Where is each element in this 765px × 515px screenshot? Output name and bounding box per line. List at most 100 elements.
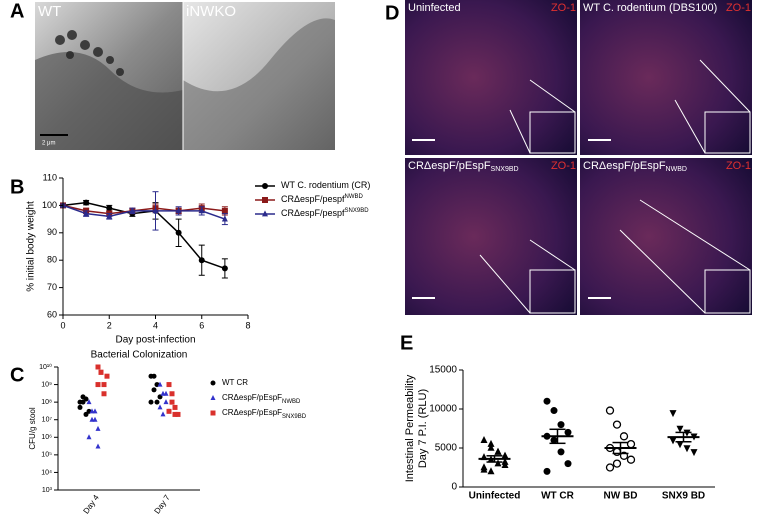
x-tick-label: 2: [107, 320, 112, 330]
data-point: [564, 428, 572, 436]
y-axis-label: Intestinal Permeability: [404, 374, 416, 482]
data-point: [494, 447, 502, 455]
y-tick-label: 10⁵: [41, 452, 52, 459]
legend-entry: CRΔespF/pespfNWBD: [281, 194, 364, 205]
data-point: [557, 448, 565, 456]
legend-entry: WT CR: [222, 378, 248, 387]
data-point: [89, 416, 95, 422]
data-point: [129, 207, 136, 214]
data-point: [550, 407, 558, 415]
data-point: [175, 207, 182, 214]
legend-text: WT CR: [222, 378, 248, 387]
legend-text: CRΔespF/pEspF: [222, 408, 282, 417]
legend-superscript: SNX9BD: [345, 208, 370, 214]
data-point: [487, 467, 495, 475]
data-point: [669, 437, 677, 445]
x-tick-label: 4: [153, 320, 158, 330]
y-tick-label: 10⁴: [41, 469, 52, 476]
legend-marker: [262, 197, 268, 203]
data-point: [101, 382, 107, 388]
legend-entry: CRΔespF/pEspFSNX9BD: [222, 408, 307, 419]
data-point: [683, 445, 691, 453]
x-tick-label: 8: [245, 320, 250, 330]
data-point: [148, 399, 154, 405]
data-point: [480, 465, 488, 473]
y-axis-label: CFU/g stool: [28, 407, 37, 449]
legend-text: CRΔespF/pespf: [281, 208, 345, 218]
data-point: [163, 399, 169, 405]
data-point: [198, 207, 205, 214]
legend-text: CRΔespF/pespf: [281, 194, 345, 204]
data-point: [175, 411, 181, 417]
data-point: [83, 210, 90, 217]
data-point: [564, 460, 572, 468]
series-line: [62, 204, 226, 220]
data-point: [487, 439, 495, 447]
data-point: [101, 391, 107, 397]
y-tick-label: 90: [47, 227, 57, 237]
data-point: [83, 199, 90, 206]
legend-marker: [210, 380, 216, 386]
data-point: [86, 434, 92, 440]
data-point: [104, 373, 110, 379]
y-tick-label: 5000: [435, 443, 458, 454]
data-point: [626, 455, 636, 464]
label-text: CRΔespF/pEspF: [583, 160, 666, 172]
x-tick-label: Uninfected: [469, 491, 521, 502]
panel-label: A: [10, 0, 24, 22]
data-point: [221, 215, 228, 222]
y-tick-label: 10⁸: [41, 399, 52, 406]
legend-subscript: NWBD: [282, 399, 301, 405]
micrograph-label: Uninfected: [408, 2, 461, 14]
data-point: [543, 467, 551, 475]
data-point: [612, 420, 622, 429]
data-point: [166, 382, 172, 388]
series-line: [62, 201, 226, 270]
y-axis-label: % initial body weight: [26, 201, 37, 292]
y-tick-label: 110: [43, 172, 57, 182]
micrograph-a: [35, 2, 335, 150]
panel-label: C: [10, 364, 24, 386]
data-point: [154, 399, 160, 405]
data-point: [83, 396, 89, 402]
legend-text: CRΔespF/pEspF: [222, 393, 282, 402]
data-point: [169, 399, 175, 405]
data-point: [157, 381, 163, 387]
data-point: [221, 207, 228, 214]
data-point: [494, 459, 502, 467]
x-tick-label: Day 4: [82, 493, 102, 515]
label-text: Uninfected: [408, 2, 461, 14]
legend-text: WT C. rodentium (CR): [281, 180, 370, 190]
data-point: [605, 463, 615, 472]
micrograph-label: CRΔespF/pEspFSNX9BD: [408, 160, 519, 173]
x-tick-label: NW BD: [604, 491, 638, 502]
panel-label: E: [400, 332, 413, 354]
data-point: [501, 457, 509, 465]
data-point: [550, 436, 558, 444]
data-point: [543, 397, 551, 405]
legend-superscript: NWBD: [345, 194, 364, 200]
x-axis-label: Day post-infection: [115, 335, 195, 346]
data-point: [151, 387, 157, 393]
micrograph-label: iNWKO: [186, 3, 236, 20]
y-tick-label: 100: [42, 200, 57, 210]
data-point: [92, 408, 98, 414]
x-tick-label: SNX9 BD: [662, 491, 705, 502]
data-point: [198, 257, 205, 264]
y-tick-label: 0: [451, 482, 457, 493]
chart-title: Bacterial Colonization: [91, 350, 188, 361]
data-point: [557, 421, 565, 429]
legend-entry: CRΔespF/pespfSNX9BD: [281, 208, 369, 219]
data-point: [690, 449, 698, 457]
data-point: [152, 207, 159, 214]
data-point: [626, 439, 636, 449]
x-tick-label: 6: [199, 320, 204, 330]
data-point: [605, 406, 615, 415]
data-point: [676, 425, 684, 433]
data-point: [221, 265, 228, 272]
stain-label: ZO-1: [551, 160, 576, 172]
data-point: [98, 369, 104, 375]
data-point: [80, 399, 86, 405]
micrograph-d: [405, 0, 752, 315]
